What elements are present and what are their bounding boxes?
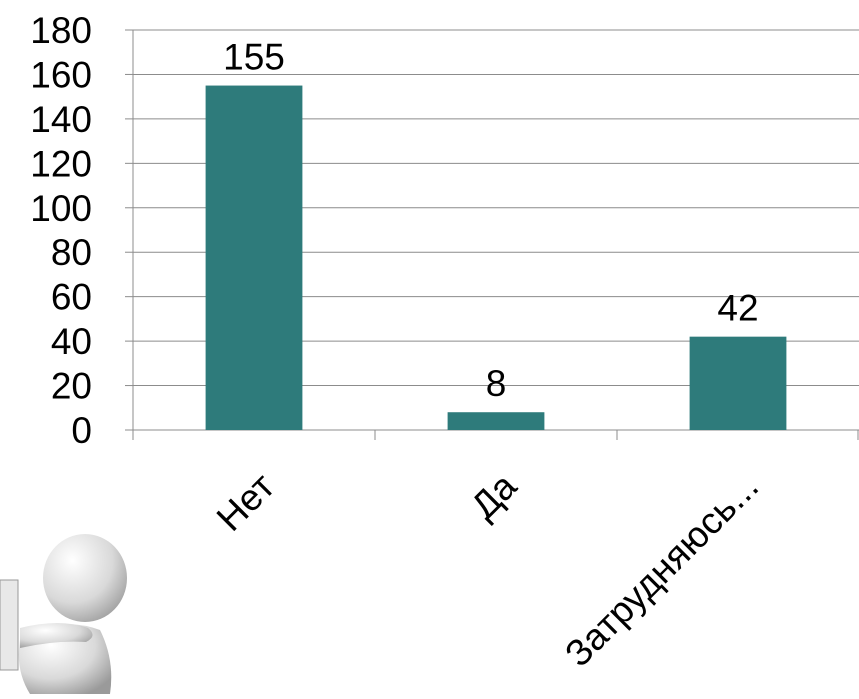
bar <box>205 85 303 431</box>
data-label: 42 <box>717 288 758 329</box>
y-tick-label: 60 <box>51 277 92 318</box>
y-tick-label: 0 <box>71 410 92 451</box>
figure-illustration <box>0 534 127 694</box>
x-tick-label: Да <box>463 465 525 527</box>
figure-arm <box>20 623 93 648</box>
y-tick-label: 20 <box>51 366 92 407</box>
y-tick-label: 40 <box>51 321 92 362</box>
bar <box>447 412 545 430</box>
data-label: 155 <box>223 37 285 78</box>
figure-board <box>0 579 19 671</box>
y-tick-label: 120 <box>30 143 92 184</box>
x-tick-label: Затрудняюсь... <box>557 465 766 674</box>
y-tick-label: 140 <box>30 99 92 140</box>
x-tick-label: Нет <box>209 465 283 539</box>
y-tick-label: 80 <box>51 232 92 273</box>
y-tick-label: 160 <box>30 54 92 95</box>
figure-head <box>43 534 127 622</box>
bar <box>689 336 787 430</box>
y-tick-label: 100 <box>30 188 92 229</box>
y-tick-label: 180 <box>30 10 92 51</box>
data-label: 8 <box>486 363 507 404</box>
